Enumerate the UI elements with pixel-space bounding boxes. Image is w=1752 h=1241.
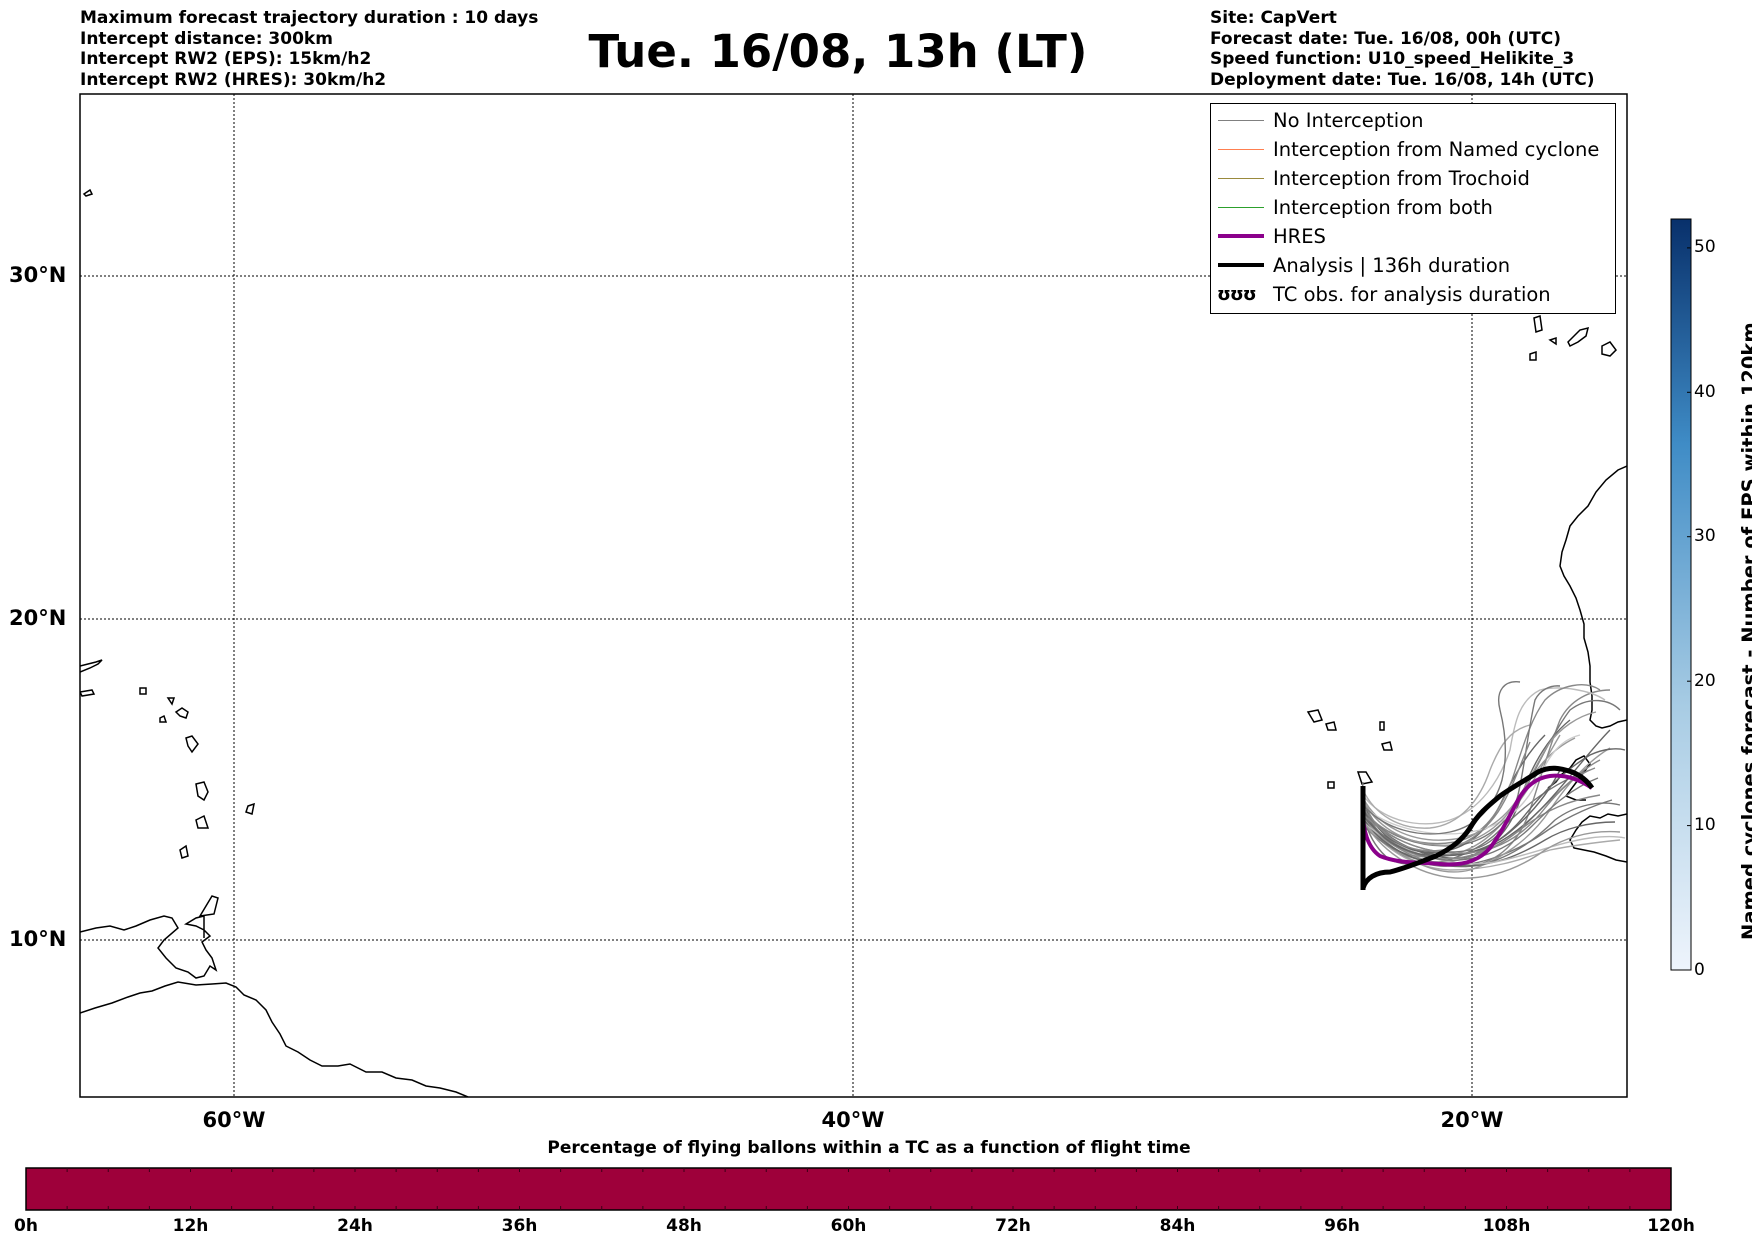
cyclone-colorbar-label: Named cyclones forecast - Number of EPS …: [1738, 322, 1752, 940]
lon-label-40w: 40°W: [821, 1108, 885, 1132]
coastline-hispaniola: [80, 659, 103, 673]
forecast-date-text: Forecast date: Tue. 16/08, 00h (UTC): [1210, 28, 1561, 49]
coastline-antilles-3: [195, 781, 209, 802]
flight-time-tick-120h: 120h: [1647, 1216, 1695, 1236]
coastline-cape-verde-1: [1306, 709, 1337, 731]
legend-item-hres: HRES: [1211, 224, 1615, 250]
site-text: Site: CapVert: [1210, 8, 1337, 28]
coastline-antilles-2: [185, 735, 199, 754]
coastline-antilles-6: [245, 802, 255, 815]
coastline-canary-3: [1601, 341, 1617, 357]
cyclone-tick-50: 50: [1694, 237, 1716, 257]
page-title: Tue. 16/08, 13h (LT): [588, 25, 1088, 78]
legend-item-named-cyclone: Interception from Named cyclone: [1211, 137, 1615, 163]
lat-label-10n: 10°N: [9, 927, 67, 951]
cyclone-tick-20: 20: [1694, 671, 1716, 691]
speed-function-text: Speed function: U10_speed_Helikite_3: [1210, 49, 1575, 69]
lat-label-20n: 20°N: [9, 606, 67, 630]
header-left-info: Maximum forecast trajectory duration : 1…: [80, 8, 538, 90]
flight-time-colorbar: [25, 1167, 1672, 1211]
deployment-date-text: Deployment date: Tue. 16/08, 14h (UTC): [1210, 69, 1595, 90]
lat-label-30n: 30°N: [9, 263, 67, 287]
legend-item-tc-obs: ʊʊʊ TC obs. for analysis duration: [1217, 283, 1551, 306]
coastline-antilles-4: [195, 814, 210, 829]
cyclone-colorbar: [1670, 218, 1692, 971]
coastline-canary-1: [1533, 315, 1543, 333]
coastline-south-america: [80, 981, 469, 1097]
coastline-trinidad: [198, 895, 219, 917]
coastline-africa: [1559, 465, 1627, 729]
flight-time-colorbar-ticks: [66, 1168, 1631, 1210]
flight-time-tick-108h: 108h: [1482, 1216, 1531, 1236]
lon-label-60w: 60°W: [202, 1108, 266, 1132]
flight-time-tick-72h: 72h: [995, 1216, 1031, 1236]
header-right-info: Site: CapVert Forecast date: Tue. 16/08,…: [1210, 8, 1595, 90]
cyclone-tick-10: 10: [1694, 815, 1716, 835]
coastline-canary-2: [1567, 326, 1590, 348]
coastline-northwest-island: [82, 188, 94, 197]
flight-time-tick-0h: 0h: [14, 1216, 38, 1236]
cyclone-tick-30: 30: [1694, 526, 1716, 546]
cyclone-colorbar-ticks: [1687, 247, 1691, 971]
coastline-venezuela: [80, 915, 218, 979]
hres-trajectory: [1360, 773, 1594, 867]
intercept-eps-text: Intercept RW2 (EPS): 15km/h2: [80, 49, 372, 69]
map-frame: [79, 93, 1628, 1098]
legend-item-both: Interception from both: [1211, 195, 1615, 221]
flight-time-tick-24h: 24h: [337, 1216, 373, 1236]
map-legend: No Interception Interception from Named …: [1210, 103, 1616, 314]
flight-time-tick-36h: 36h: [501, 1216, 538, 1236]
flight-time-tick-12h: 12h: [172, 1216, 209, 1236]
lon-label-20w: 20°W: [1440, 1108, 1504, 1132]
coastline-antilles-5: [179, 844, 189, 859]
coastline-puerto-rico: [80, 689, 96, 697]
coastline-cape-verde-2: [1379, 721, 1393, 751]
cyclone-tick-0: 0: [1694, 960, 1705, 980]
analysis-trajectory: [1360, 765, 1595, 890]
max-duration-text: Maximum forecast trajectory duration : 1…: [80, 8, 539, 28]
legend-item-analysis: Analysis | 136h duration: [1211, 253, 1615, 279]
coastline-africa-guinea: [1569, 813, 1627, 863]
legend-item-no-interception: No Interception: [1211, 108, 1615, 134]
cyclone-tick-40: 40: [1694, 382, 1716, 402]
coastline-cape-verde-3: [1327, 771, 1374, 789]
flight-time-tick-60h: 60h: [830, 1216, 867, 1236]
coastline-antilles-7: [139, 687, 176, 723]
flight-time-tick-84h: 84h: [1159, 1216, 1196, 1236]
flight-time-tick-96h: 96h: [1324, 1216, 1360, 1236]
flight-time-caption: Percentage of flying ballons within a TC…: [547, 1138, 1191, 1158]
tc-observation-icon: ʊʊʊ: [1217, 284, 1257, 305]
legend-item-trochoid: Interception from Trochoid: [1211, 166, 1615, 192]
coastline-antilles-1: [174, 707, 189, 719]
flight-time-tick-48h: 48h: [666, 1216, 702, 1236]
intercept-hres-text: Intercept RW2 (HRES): 30km/h2: [80, 69, 387, 90]
coastline-canary-4: [1529, 336, 1557, 361]
intercept-distance-text: Intercept distance: 300km: [80, 28, 333, 49]
